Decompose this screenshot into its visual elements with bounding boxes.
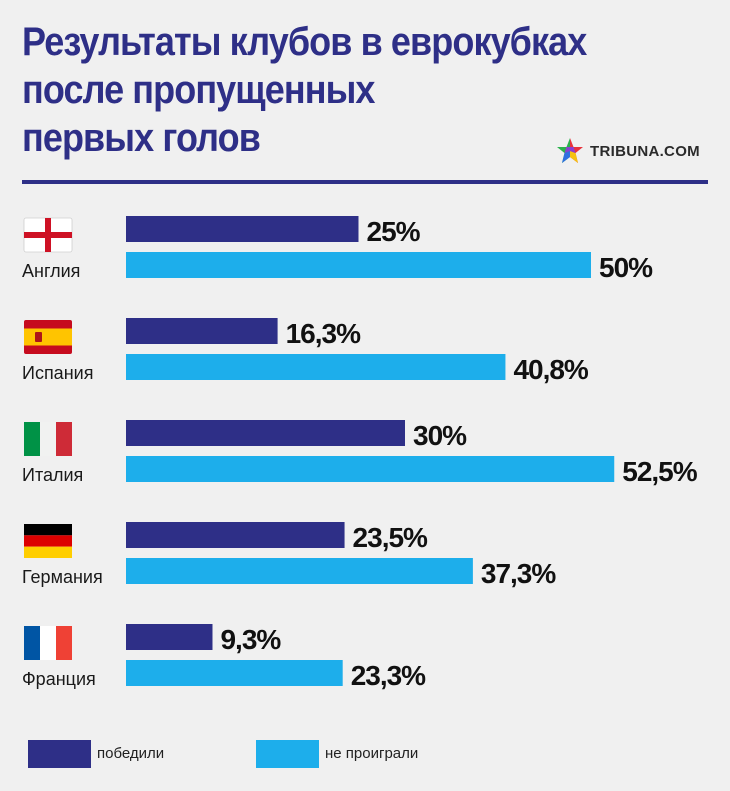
country-label-germany: Германия xyxy=(22,567,103,587)
germany-flag xyxy=(24,524,72,558)
bar-germany-not-lost xyxy=(126,558,473,584)
bar-spain-won xyxy=(126,318,278,344)
legend-label-won: победили xyxy=(97,745,165,762)
value-label-spain-not-lost: 40,8% xyxy=(513,354,588,385)
bar-spain-not-lost xyxy=(126,354,506,380)
value-label-france-not-lost: 23,3% xyxy=(351,660,426,691)
italy-flag xyxy=(24,422,72,456)
bar-germany-won xyxy=(126,522,345,548)
country-label-england: Англия xyxy=(22,261,80,281)
legend-swatch-not-lost xyxy=(256,740,319,768)
title-divider xyxy=(22,180,708,184)
country-label-italy: Италия xyxy=(22,465,83,485)
country-label-spain: Испания xyxy=(22,363,93,383)
value-label-italy-not-lost: 52,5% xyxy=(622,456,697,487)
bar-france-won xyxy=(126,624,213,650)
bar-england-won xyxy=(126,216,359,242)
bar-italy-won xyxy=(126,420,405,446)
bar-france-not-lost xyxy=(126,660,343,686)
value-label-france-won: 9,3% xyxy=(220,624,281,655)
title-line-1: Результаты клубов в еврокубках xyxy=(22,20,587,64)
multicolor-star-icon xyxy=(557,138,583,163)
brand-logo: TRIBUNA.COM xyxy=(556,137,700,165)
england-flag xyxy=(23,217,73,253)
spain-flag xyxy=(24,320,72,354)
chart-title: Результаты клубов в еврокубках после про… xyxy=(22,18,587,162)
brand-name: TRIBUNA.COM xyxy=(590,142,700,160)
value-label-germany-won: 23,5% xyxy=(353,522,428,553)
legend-label-not-lost: не проиграли xyxy=(325,745,419,762)
bar-england-not-lost xyxy=(126,252,591,278)
bar-italy-not-lost xyxy=(126,456,615,482)
france-flag xyxy=(24,626,72,660)
value-label-england-not-lost: 50% xyxy=(599,252,653,283)
title-line-2: после пропущенных xyxy=(22,68,375,112)
value-label-germany-not-lost: 37,3% xyxy=(481,558,556,589)
value-label-italy-won: 30% xyxy=(413,420,467,451)
value-label-england-won: 25% xyxy=(367,216,421,247)
title-line-3: первых голов xyxy=(22,116,261,160)
country-label-france: Франция xyxy=(22,669,96,689)
legend-swatch-won xyxy=(28,740,91,768)
value-label-spain-won: 16,3% xyxy=(286,318,361,349)
